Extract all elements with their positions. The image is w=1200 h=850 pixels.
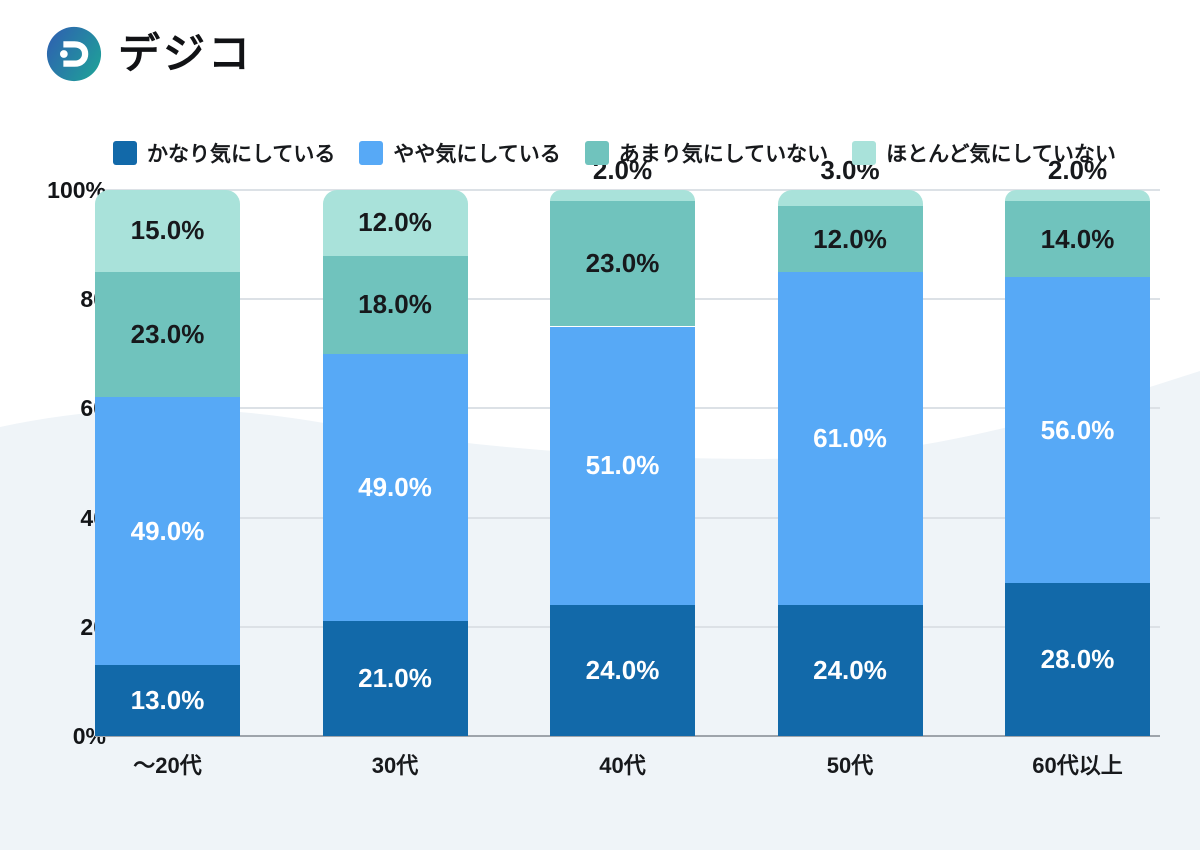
legend-item-1: かなり気にしている [113,138,335,168]
legend-swatch-icon [113,141,137,165]
x-axis-category-label: 40代 [599,753,646,778]
segment-value-label: 13.0% [130,685,205,715]
bar-segment-series3: 12.0% [777,206,923,272]
bar-segment-series1: 13.0% [95,665,240,736]
bar-segment-series3: 23.0% [550,200,695,327]
bar-segment-series1: 21.0% [322,621,468,736]
legend-swatch-icon [584,141,609,165]
legend-item-2: やや気にしている [359,138,561,168]
segment-value-label: 12.0% [358,207,432,238]
bar-segment-series4 [1005,190,1150,201]
segment-value-label: 18.0% [358,289,432,320]
segment-value-label: 24.0% [585,654,660,685]
brand-logo: デジコ [45,24,253,84]
segment-value-label: 56.0% [1040,414,1115,445]
x-axis-category-label: 30代 [371,753,419,778]
bar-segment-series1: 24.0% [777,604,923,736]
x-axis-category-label: ～20代 [133,753,202,778]
bar-segment-series4: 12.0% [322,190,468,256]
legend-item-label: あまり気にしていない [618,143,829,166]
segment-value-label: 49.0% [130,515,205,546]
legend-item-label: やや気にしている [393,143,561,166]
bar-segment-series4: 15.0% [95,190,240,272]
bar-segment-series1: 24.0% [550,604,695,736]
bar-segment-series3: 18.0% [322,255,468,354]
bar-segment-series2: 49.0% [95,397,240,665]
segment-value-label: 61.0% [813,422,887,453]
bar-segment-series4 [550,190,695,201]
bar-segment-series3: 23.0% [95,271,240,398]
segment-value-label: 14.0% [1040,223,1115,254]
segment-value-label: 23.0% [130,319,205,350]
bar-segment-series4 [777,190,923,207]
legend-swatch-icon [852,141,877,165]
segment-value-label: 49.0% [358,472,432,503]
bar-segment-series2: 49.0% [322,353,468,622]
chart-legend: かなり気にしている やや気にしている あまり気にしていない ほとんど気にしていない [113,138,1116,168]
segment-value-label: 12.0% [813,223,887,254]
segment-value-label-outside: 2.0% [1047,155,1108,185]
segment-value-label: 15.0% [130,215,205,246]
bar-segment-series3: 14.0% [1005,200,1150,278]
segment-value-label: 51.0% [585,450,660,481]
x-axis-category-label: 50代 [826,753,874,778]
legend-item-label: ほとんど気にしていない [886,143,1116,166]
legend-item-4: ほとんど気にしていない [852,138,1116,168]
bar-segment-series1: 28.0% [1005,583,1150,736]
legend-swatch-icon [359,141,384,165]
segment-value-label: 24.0% [813,654,887,685]
legend-item-label: かなり気にしている [147,143,336,166]
brand-logo-text: デジコ [118,30,254,77]
segment-value-label: 23.0% [585,248,660,279]
x-axis-line [95,735,1160,737]
segment-value-label: 21.0% [358,663,432,694]
brand-logo-icon [46,26,102,82]
bar-segment-series2: 61.0% [777,271,923,605]
bar-segment-series2: 51.0% [550,326,695,605]
legend-item-3: あまり気にしていない [584,138,829,168]
x-axis-category-label: 60代以上 [1032,753,1123,778]
segment-value-label: 28.0% [1040,644,1115,675]
bar-segment-series2: 56.0% [1005,277,1150,584]
